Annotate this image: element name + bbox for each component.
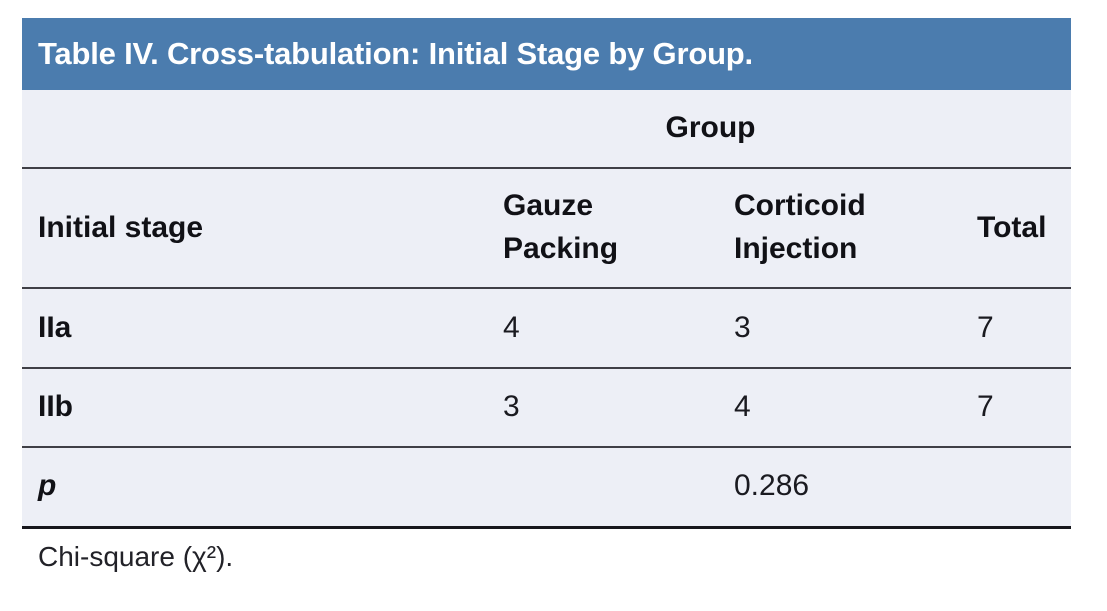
group-header-cell: Group <box>485 90 936 168</box>
column-header-initial-stage: Initial stage <box>38 210 204 244</box>
group-header-label: Group <box>665 111 756 145</box>
column-header-row: Initial stage Gauze Packing Corticoid In… <box>22 168 1071 288</box>
footnote: Chi-square (χ²). <box>38 541 233 573</box>
cell-gauze-packing <box>485 447 714 527</box>
group-header-row: Group <box>22 90 1071 168</box>
cell-corticoid-injection: 3 <box>734 310 751 344</box>
cross-tabulation-table: Group Initial stage Gauze Packing Cortic… <box>22 90 1071 529</box>
footnote-text: Chi-square (χ²). <box>38 541 234 572</box>
cell-gauze-packing: 3 <box>503 390 520 424</box>
cell-total <box>936 447 1071 527</box>
row-label: IIa <box>38 310 72 344</box>
table-card: Table IV. Cross-tabulation: Initial Stag… <box>22 18 1071 529</box>
cell-p-value: 0.286 <box>734 469 810 503</box>
row-label-p: p <box>38 469 57 503</box>
column-header-gauze-packing: Gauze Packing <box>503 189 619 265</box>
table-row-iib: IIb 3 4 7 <box>22 368 1071 447</box>
table-row-iia: IIa 4 3 7 <box>22 288 1071 368</box>
cell-total: 7 <box>977 310 994 344</box>
cell-total: 7 <box>977 390 994 424</box>
group-row-empty-cell <box>22 90 485 168</box>
column-header-total: Total <box>977 210 1047 244</box>
table-title-bar: Table IV. Cross-tabulation: Initial Stag… <box>22 18 1071 90</box>
cell-gauze-packing: 4 <box>503 310 520 344</box>
column-header-corticoid-injection: Corticoid Injection <box>734 189 866 265</box>
table-row-p-value: p 0.286 <box>22 447 1071 527</box>
row-label: IIb <box>38 390 73 424</box>
cell-corticoid-injection: 4 <box>734 390 751 424</box>
group-row-empty-cell <box>936 90 1071 168</box>
table-title: Table IV. Cross-tabulation: Initial Stag… <box>38 36 753 71</box>
